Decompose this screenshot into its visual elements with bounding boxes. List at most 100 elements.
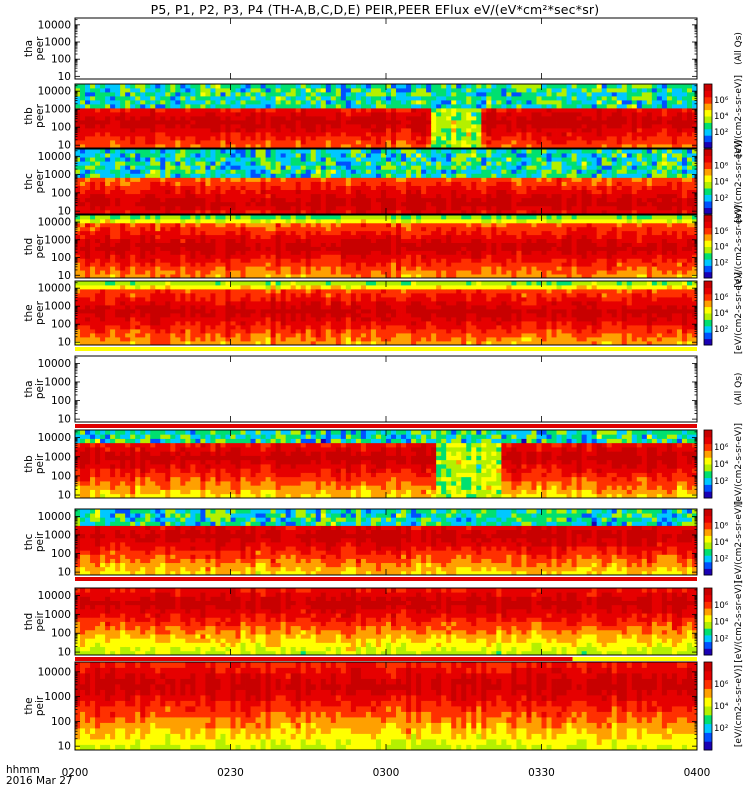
heatmap-cell: [345, 120, 352, 125]
heatmap-cell: [160, 181, 166, 186]
heatmap-cell: [516, 140, 522, 145]
heatmap-cell: [160, 84, 166, 89]
heatmap-cell: [90, 250, 96, 255]
heatmap-cell: [691, 161, 697, 166]
heatmap-cell: [135, 92, 141, 97]
heatmap-cell: [461, 157, 467, 162]
heatmap-cell: [80, 193, 86, 199]
heatmap-cell: [190, 209, 196, 214]
heatmap-cell: [365, 209, 372, 214]
heatmap-cell: [471, 169, 477, 174]
heatmap-cell: [601, 149, 608, 154]
heatmap-cell: [95, 92, 101, 97]
colorbar-swatch: [704, 87, 712, 90]
heatmap-cell: [130, 215, 136, 220]
heatmap-cell: [355, 193, 362, 199]
heatmap-cell: [656, 116, 663, 121]
heatmap-cell: [110, 185, 116, 191]
heatmap-cell: [401, 124, 407, 129]
heatmap-cell: [481, 144, 487, 148]
heatmap-cell: [411, 173, 417, 178]
heatmap-cell: [80, 185, 86, 191]
heatmap-cell: [576, 157, 583, 162]
heatmap-cell: [270, 149, 277, 154]
heatmap-cell: [486, 92, 492, 97]
heatmap-cell: [180, 157, 186, 162]
heatmap-cell: [661, 104, 668, 109]
heatmap-cell: [365, 104, 372, 109]
heatmap-cell: [260, 218, 267, 224]
heatmap-cell: [280, 173, 287, 178]
heatmap-cell: [456, 144, 462, 148]
heatmap-cell: [411, 84, 417, 89]
heatmap-cell: [451, 205, 457, 211]
heatmap-cell: [686, 128, 693, 133]
heatmap-cell: [190, 124, 196, 129]
heatmap-cell: [365, 165, 372, 170]
heatmap-cell: [190, 205, 196, 211]
heatmap-cell: [135, 84, 141, 89]
heatmap-cell: [230, 140, 236, 145]
heatmap-cell: [380, 177, 387, 182]
heatmap-cell: [406, 96, 412, 101]
heatmap-cell: [215, 185, 221, 191]
heatmap-cell: [396, 177, 402, 182]
heatmap-cell: [165, 238, 171, 243]
heatmap-cell: [501, 165, 507, 170]
heatmap-cell: [110, 153, 116, 158]
heatmap-cell: [195, 181, 201, 186]
heatmap-cell: [391, 153, 397, 158]
heatmap-cell: [476, 108, 482, 113]
heatmap-cell: [481, 88, 487, 93]
heatmap-cell: [230, 120, 236, 125]
heatmap-cell: [320, 140, 327, 145]
heatmap-cell: [516, 128, 522, 133]
heatmap-cell: [270, 165, 277, 170]
heatmap-cell: [556, 177, 562, 182]
heatmap-cell: [360, 209, 367, 214]
heatmap-cell: [235, 181, 241, 186]
heatmap-cell: [155, 218, 161, 224]
heatmap-cell: [290, 230, 297, 236]
heatmap-cell: [230, 181, 236, 186]
heatmap-cell: [120, 161, 126, 166]
heatmap-cell: [586, 149, 593, 154]
heatmap-cell: [120, 169, 126, 174]
heatmap-cell: [571, 181, 578, 186]
heatmap-cell: [641, 88, 648, 93]
heatmap-cell: [240, 112, 246, 117]
heatmap-cell: [280, 205, 287, 211]
heatmap-cell: [200, 209, 206, 214]
heatmap-cell: [481, 149, 487, 154]
heatmap-cell: [215, 140, 221, 145]
heatmap-cell: [305, 201, 312, 207]
heatmap-cell: [270, 274, 277, 278]
heatmap-cell: [110, 100, 116, 105]
heatmap-cell: [691, 108, 697, 113]
heatmap-cell: [120, 144, 126, 148]
heatmap-cell: [185, 266, 191, 271]
heatmap-cell: [285, 218, 292, 224]
heatmap-cell: [596, 132, 603, 137]
heatmap-cell: [541, 189, 547, 195]
heatmap-cell: [145, 262, 151, 267]
heatmap-cell: [541, 201, 547, 207]
heatmap-cell: [255, 165, 261, 170]
heatmap-cell: [180, 100, 186, 105]
heatmap-cell: [325, 209, 332, 214]
heatmap-cell: [90, 270, 96, 275]
colorbar-swatch: [704, 183, 712, 186]
heatmap-cell: [235, 254, 241, 259]
heatmap-cell: [671, 165, 678, 170]
heatmap-cell: [481, 153, 487, 158]
heatmap-cell: [150, 153, 156, 158]
heatmap-cell: [335, 149, 342, 154]
heatmap-cell: [616, 136, 623, 141]
heatmap-cell: [646, 88, 653, 93]
heatmap-cell: [260, 140, 267, 145]
heatmap-cell: [325, 132, 332, 137]
heatmap-cell: [260, 246, 267, 251]
heatmap-cell: [681, 181, 688, 186]
heatmap-cell: [300, 153, 307, 158]
